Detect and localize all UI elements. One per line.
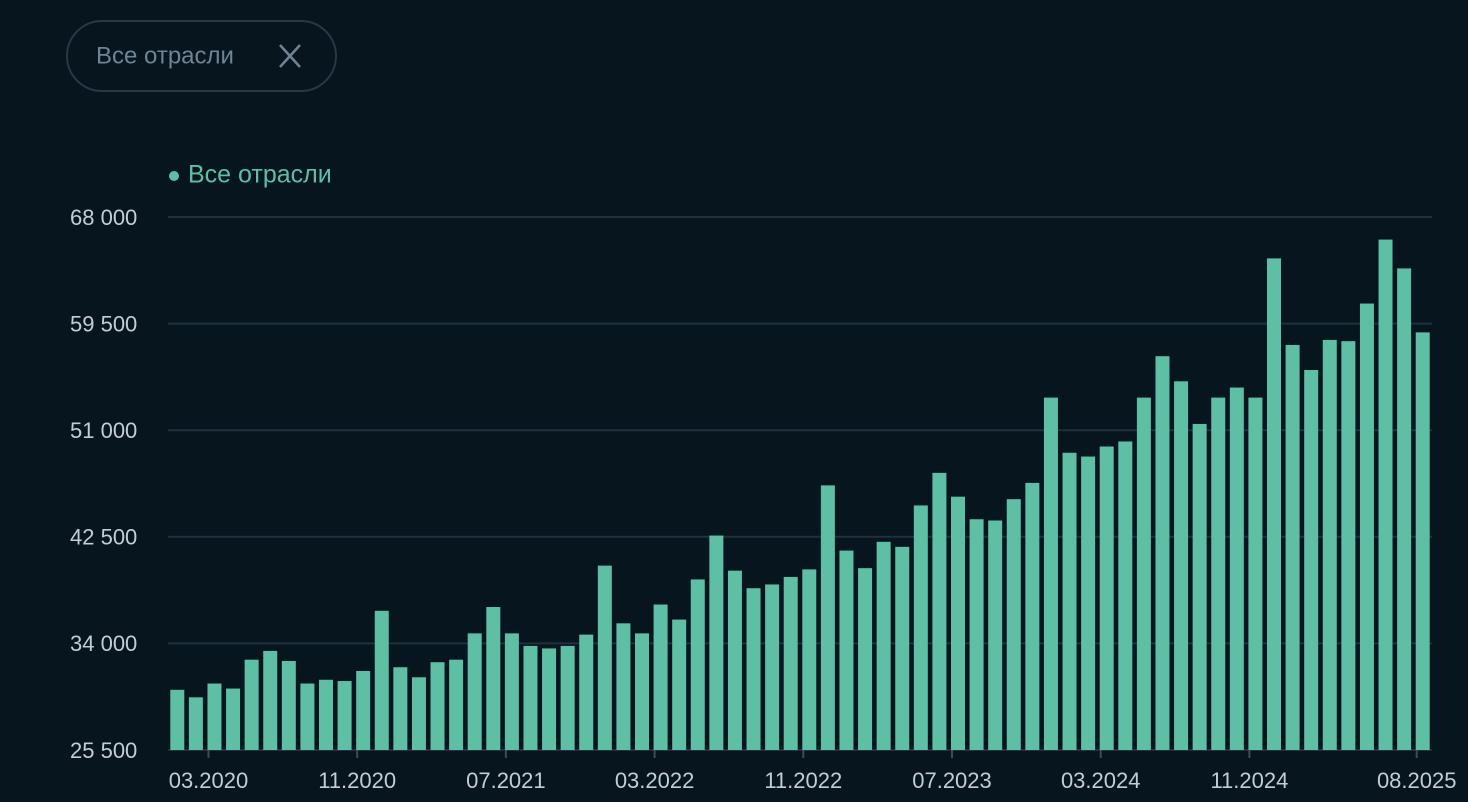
chip-border[interactable] bbox=[66, 20, 337, 92]
bar bbox=[1359, 303, 1374, 750]
bar bbox=[1099, 446, 1114, 750]
bar bbox=[300, 683, 315, 750]
bar bbox=[430, 662, 445, 750]
bar bbox=[1192, 423, 1207, 750]
bar bbox=[727, 570, 742, 750]
legend-dot bbox=[169, 171, 179, 181]
x-tick-label: 07.2021 bbox=[466, 768, 546, 793]
bar bbox=[1285, 344, 1300, 750]
bar bbox=[1322, 339, 1337, 750]
bar bbox=[1229, 387, 1244, 750]
bar bbox=[876, 541, 891, 750]
bar bbox=[281, 660, 296, 750]
bar bbox=[1043, 397, 1058, 750]
bar bbox=[337, 681, 352, 750]
y-tick-label: 51 000 bbox=[70, 418, 137, 443]
bar bbox=[597, 565, 612, 750]
bar bbox=[839, 550, 854, 750]
bar bbox=[356, 670, 371, 750]
bar bbox=[802, 569, 817, 750]
bar bbox=[449, 659, 464, 750]
y-tick-label: 59 500 bbox=[70, 311, 137, 336]
bar bbox=[1025, 482, 1040, 750]
bar bbox=[1248, 397, 1263, 750]
bar bbox=[1155, 356, 1170, 750]
bar bbox=[653, 604, 668, 750]
bar bbox=[1415, 332, 1430, 750]
bar bbox=[616, 623, 631, 750]
bar bbox=[1081, 456, 1096, 750]
bar bbox=[1136, 397, 1151, 750]
y-tick-label: 34 000 bbox=[70, 631, 137, 656]
x-tick-label: 03.2024 bbox=[1061, 768, 1141, 793]
bar bbox=[1341, 341, 1356, 750]
bar bbox=[393, 667, 408, 750]
bar bbox=[226, 688, 241, 750]
x-tick-label: 11.2020 bbox=[318, 768, 396, 793]
bar bbox=[1006, 499, 1021, 750]
filter-chip[interactable]: Все отрасли bbox=[66, 20, 337, 92]
bar bbox=[374, 610, 389, 750]
bar bbox=[1304, 370, 1319, 750]
bar bbox=[969, 519, 984, 750]
bar bbox=[783, 576, 798, 750]
bar bbox=[411, 677, 426, 750]
bar bbox=[913, 505, 928, 750]
bar bbox=[1397, 268, 1412, 750]
legend-label: Все отрасли bbox=[188, 161, 332, 189]
bar bbox=[170, 689, 185, 750]
bar bbox=[467, 633, 482, 750]
bar bbox=[1211, 397, 1226, 750]
bar bbox=[746, 588, 761, 750]
x-tick-label: 07.2023 bbox=[912, 768, 992, 793]
bar bbox=[1267, 258, 1281, 750]
y-tick-label: 25 500 bbox=[70, 738, 137, 763]
bar bbox=[542, 648, 557, 750]
x-tick-label: 03.2022 bbox=[615, 768, 695, 793]
bar bbox=[263, 650, 278, 750]
bar bbox=[486, 607, 501, 750]
bar bbox=[1062, 452, 1077, 750]
bar bbox=[672, 619, 687, 750]
bar bbox=[188, 697, 203, 750]
bar bbox=[765, 584, 780, 750]
bar bbox=[895, 546, 910, 750]
bar bbox=[858, 568, 873, 750]
bar bbox=[504, 633, 519, 750]
bar bbox=[523, 645, 538, 750]
bar bbox=[1174, 381, 1189, 750]
chip-close[interactable] bbox=[279, 44, 301, 68]
bar bbox=[244, 659, 259, 750]
bar bbox=[207, 683, 222, 750]
bar bbox=[820, 485, 835, 750]
bar bbox=[988, 520, 1003, 750]
bar bbox=[1378, 239, 1393, 751]
bar bbox=[319, 679, 333, 750]
x-tick-label: 11.2022 bbox=[764, 768, 842, 793]
bar bbox=[560, 645, 575, 750]
bar bbox=[1118, 441, 1133, 750]
bar bbox=[690, 579, 705, 750]
y-tick-label: 42 500 bbox=[70, 525, 137, 550]
chip-label: Все отрасли bbox=[96, 42, 234, 69]
bar bbox=[709, 535, 724, 750]
bar bbox=[579, 634, 594, 750]
x-tick-label: 11.2024 bbox=[1210, 768, 1288, 793]
bar bbox=[932, 472, 947, 750]
bar bbox=[635, 633, 649, 750]
x-tick-label: 03.2020 bbox=[169, 768, 249, 793]
bar bbox=[951, 496, 965, 750]
y-tick-label: 68 000 bbox=[70, 205, 137, 230]
x-tick-label: 08.2025 bbox=[1377, 768, 1457, 793]
